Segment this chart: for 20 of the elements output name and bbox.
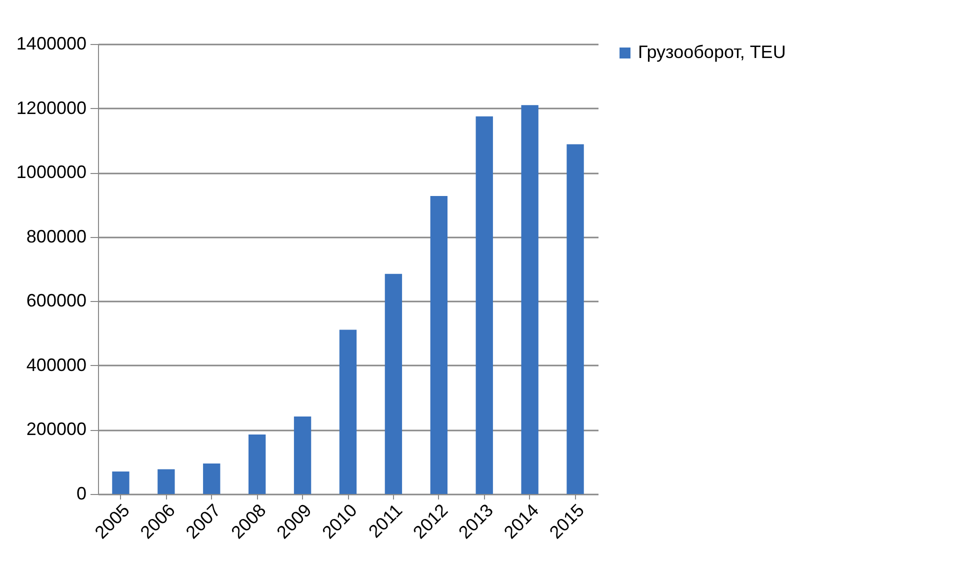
y-tick-label: 1200000 bbox=[16, 98, 86, 118]
y-tick-label: 1000000 bbox=[16, 162, 86, 182]
y-tick-label: 1400000 bbox=[16, 34, 86, 54]
bar bbox=[430, 196, 448, 494]
bar bbox=[384, 274, 402, 494]
bar bbox=[203, 463, 220, 494]
y-tick-label: 800000 bbox=[26, 226, 86, 246]
bar bbox=[339, 330, 357, 494]
legend-label: Грузооборот, TEU bbox=[638, 42, 786, 62]
bar bbox=[112, 472, 130, 494]
bar bbox=[158, 469, 175, 494]
bar bbox=[521, 105, 538, 494]
bar bbox=[294, 416, 312, 494]
bar bbox=[566, 144, 584, 494]
bar bbox=[248, 434, 266, 494]
y-tick-label: 600000 bbox=[26, 290, 86, 311]
y-tick-label: 0 bbox=[76, 484, 86, 504]
y-tick-label: 400000 bbox=[26, 354, 86, 375]
y-tick-label: 200000 bbox=[26, 419, 86, 440]
bar bbox=[476, 116, 493, 494]
